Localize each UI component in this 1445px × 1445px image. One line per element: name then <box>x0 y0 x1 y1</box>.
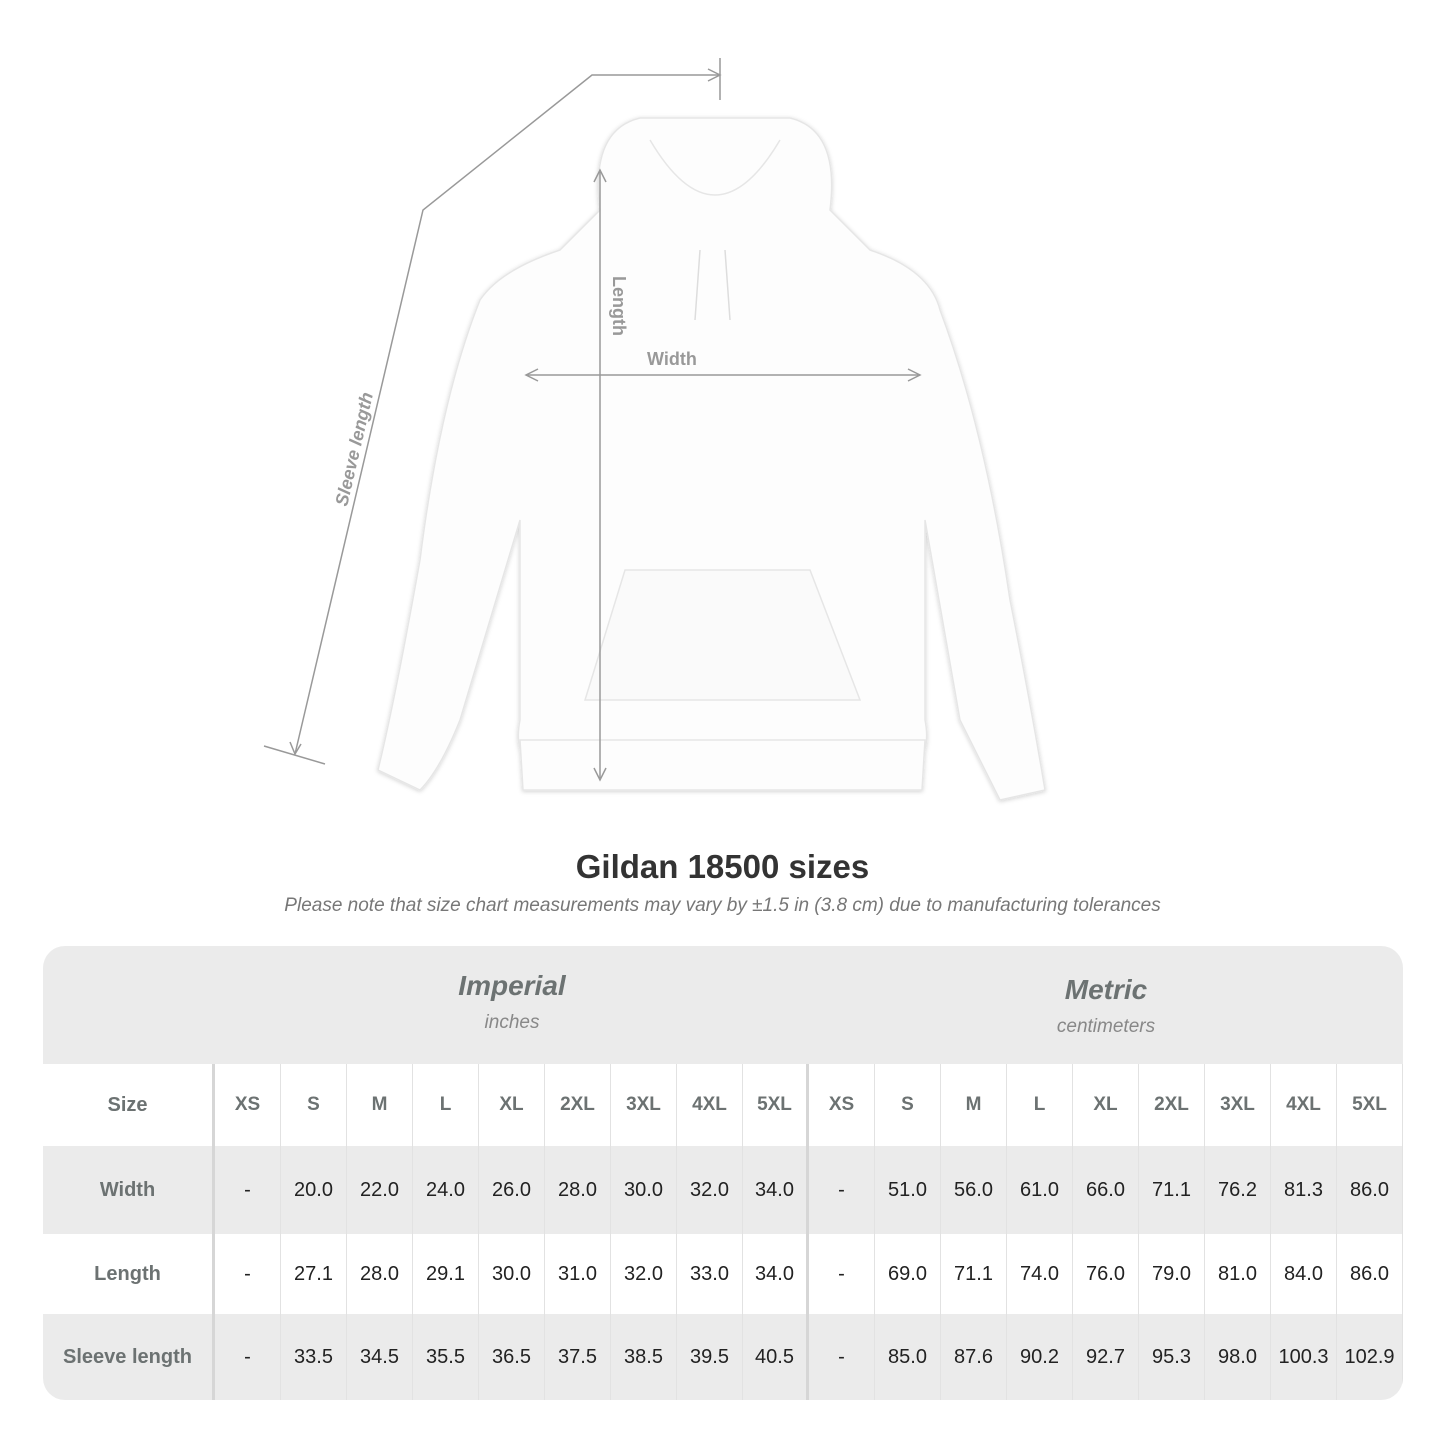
metric-value: 92.7 <box>1073 1314 1139 1400</box>
imperial-value: 33.0 <box>677 1234 743 1314</box>
imperial-value: 34.5 <box>347 1314 413 1400</box>
metric-unit: centimeters <box>1056 1016 1156 1037</box>
imperial-size-2xl: 2XL <box>545 1064 611 1146</box>
imperial-value: 39.5 <box>677 1314 743 1400</box>
metric-value: 86.0 <box>1337 1234 1403 1314</box>
imperial-value: 24.0 <box>413 1146 479 1234</box>
imperial-value: 37.5 <box>545 1314 611 1400</box>
imperial-value: 33.5 <box>281 1314 347 1400</box>
metric-value: 71.1 <box>941 1234 1007 1314</box>
imperial-value: 26.0 <box>479 1146 545 1234</box>
width-label: Width <box>647 349 697 369</box>
imperial-size-xs: XS <box>215 1064 281 1146</box>
metric-value: 76.0 <box>1073 1234 1139 1314</box>
imperial-value: 36.5 <box>479 1314 545 1400</box>
metric-value: 81.3 <box>1271 1146 1337 1234</box>
metric-size-s: S <box>875 1064 941 1146</box>
imperial-value: 22.0 <box>347 1146 413 1234</box>
size-label: Size <box>43 1064 215 1146</box>
imperial-value: 27.1 <box>281 1234 347 1314</box>
metric-size-m: M <box>941 1064 1007 1146</box>
sleeve-line <box>294 74 720 755</box>
imperial-value: - <box>215 1314 281 1400</box>
row-label: Length <box>43 1234 215 1314</box>
imperial-size-m: M <box>347 1064 413 1146</box>
imperial-size-3xl: 3XL <box>611 1064 677 1146</box>
imperial-value: - <box>215 1234 281 1314</box>
metric-value: 100.3 <box>1271 1314 1337 1400</box>
table-row: Length -27.1 28.0 29.1 30.0 31.0 32.0 33.0 34.0-… <box>43 1234 1403 1314</box>
imperial-size-4xl: 4XL <box>677 1064 743 1146</box>
imperial-unit: inches <box>484 1012 540 1033</box>
size-header-row: Size XS S M L XL 2XL 3XL 4XL 5XL XS S M L XL 2XL 3XL 4XL 5… <box>43 1064 1403 1146</box>
imperial-value: 34.0 <box>743 1146 809 1234</box>
metric-value: 90.2 <box>1007 1314 1073 1400</box>
metric-value: 87.6 <box>941 1314 1007 1400</box>
imperial-header: Imperial inches <box>215 946 809 1088</box>
imperial-value: 28.0 <box>545 1146 611 1234</box>
hoodie-diagram: Length Width Sleeve length <box>263 58 1046 801</box>
imperial-title: Imperial <box>458 970 566 1001</box>
metric-value: 74.0 <box>1007 1234 1073 1314</box>
metric-value: 51.0 <box>875 1146 941 1234</box>
imperial-value: 30.0 <box>479 1234 545 1314</box>
imperial-value: - <box>215 1146 281 1234</box>
metric-size-l: L <box>1007 1064 1073 1146</box>
metric-value: 71.1 <box>1139 1146 1205 1234</box>
metric-value: - <box>809 1146 875 1234</box>
imperial-value: 31.0 <box>545 1234 611 1314</box>
imperial-size-l: L <box>413 1064 479 1146</box>
imperial-value: 38.5 <box>611 1314 677 1400</box>
imperial-value: 20.0 <box>281 1146 347 1234</box>
measurement-lines <box>263 58 922 782</box>
imperial-value: 29.1 <box>413 1234 479 1314</box>
hoodie-image <box>377 117 1046 801</box>
imperial-value: 32.0 <box>677 1146 743 1234</box>
metric-value: 66.0 <box>1073 1146 1139 1234</box>
metric-size-5xl: 5XL <box>1337 1064 1403 1146</box>
metric-value: 84.0 <box>1271 1234 1337 1314</box>
metric-value: 76.2 <box>1205 1146 1271 1234</box>
metric-title: Metric <box>1064 974 1148 1005</box>
imperial-size-5xl: 5XL <box>743 1064 809 1146</box>
table-row: Width -20.0 22.0 24.0 26.0 28.0 30.0 32.0 34.0-5… <box>43 1146 1403 1234</box>
metric-size-xs: XS <box>809 1064 875 1146</box>
imperial-value: 40.5 <box>743 1314 809 1400</box>
metric-value: 81.0 <box>1205 1234 1271 1314</box>
table-row: Sleeve length -33.5 34.5 35.5 36.5 37.5 38.5 39… <box>43 1314 1403 1400</box>
metric-value: 98.0 <box>1205 1314 1271 1400</box>
imperial-value: 30.0 <box>611 1146 677 1234</box>
imperial-value: 35.5 <box>413 1314 479 1400</box>
length-label: Length <box>609 276 629 336</box>
imperial-size-s: S <box>281 1064 347 1146</box>
imperial-value: 28.0 <box>347 1234 413 1314</box>
metric-value: 61.0 <box>1007 1146 1073 1234</box>
metric-value: 69.0 <box>875 1234 941 1314</box>
chart-title: Gildan 18500 sizes <box>575 848 870 885</box>
row-label: Width <box>43 1146 215 1234</box>
metric-size-2xl: 2XL <box>1139 1064 1205 1146</box>
metric-value: 95.3 <box>1139 1314 1205 1400</box>
row-label: Sleeve length <box>43 1314 215 1400</box>
metric-size-xl: XL <box>1073 1064 1139 1146</box>
imperial-value: 34.0 <box>743 1234 809 1314</box>
tolerance-note: Please note that size chart measurements… <box>284 895 1161 916</box>
metric-value: 56.0 <box>941 1146 1007 1234</box>
metric-value: - <box>809 1314 875 1400</box>
metric-value: 79.0 <box>1139 1234 1205 1314</box>
imperial-size-xl: XL <box>479 1064 545 1146</box>
metric-value: 102.9 <box>1337 1314 1403 1400</box>
sleeve-length-label: Sleeve length <box>331 390 377 508</box>
metric-header: Metric centimeters <box>809 946 1403 1092</box>
size-table: Imperial inches Metric centimeters Size X… <box>43 946 1403 1400</box>
imperial-value: 32.0 <box>611 1234 677 1314</box>
metric-value: - <box>809 1234 875 1314</box>
metric-value: 85.0 <box>875 1314 941 1400</box>
metric-value: 86.0 <box>1337 1146 1403 1234</box>
metric-size-3xl: 3XL <box>1205 1064 1271 1146</box>
metric-size-4xl: 4XL <box>1271 1064 1337 1146</box>
